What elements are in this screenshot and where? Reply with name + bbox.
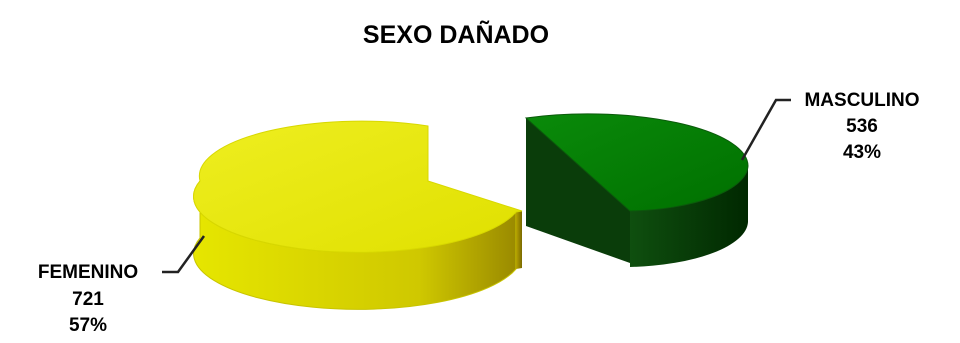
pie-slice-femenino-top bbox=[193, 120, 523, 253]
data-label-masculino-name: MASCULINO bbox=[804, 90, 919, 111]
pie-slice-femenino-cut bbox=[516, 211, 522, 269]
pie-slice-masculino-cut bbox=[526, 118, 630, 263]
pie-slice-femenino bbox=[193, 120, 523, 310]
leader-line-femenino bbox=[162, 235, 206, 274]
pie-slice-masculino bbox=[524, 113, 749, 267]
data-label-masculino-percent: 43% bbox=[843, 142, 881, 163]
leader-line-masculino bbox=[740, 98, 791, 161]
callout-femenino: FEMENINO 721 57% bbox=[38, 235, 206, 336]
chart-title: SEXO DAÑADO bbox=[363, 19, 549, 49]
data-label-masculino-value: 536 bbox=[846, 116, 878, 137]
data-label-femenino-name: FEMENINO bbox=[38, 262, 138, 283]
data-label-femenino-value: 721 bbox=[72, 289, 104, 310]
callout-masculino: MASCULINO 536 43% bbox=[740, 90, 920, 163]
pie-slice-masculino-side bbox=[630, 166, 748, 267]
data-label-femenino-percent: 57% bbox=[69, 315, 107, 336]
